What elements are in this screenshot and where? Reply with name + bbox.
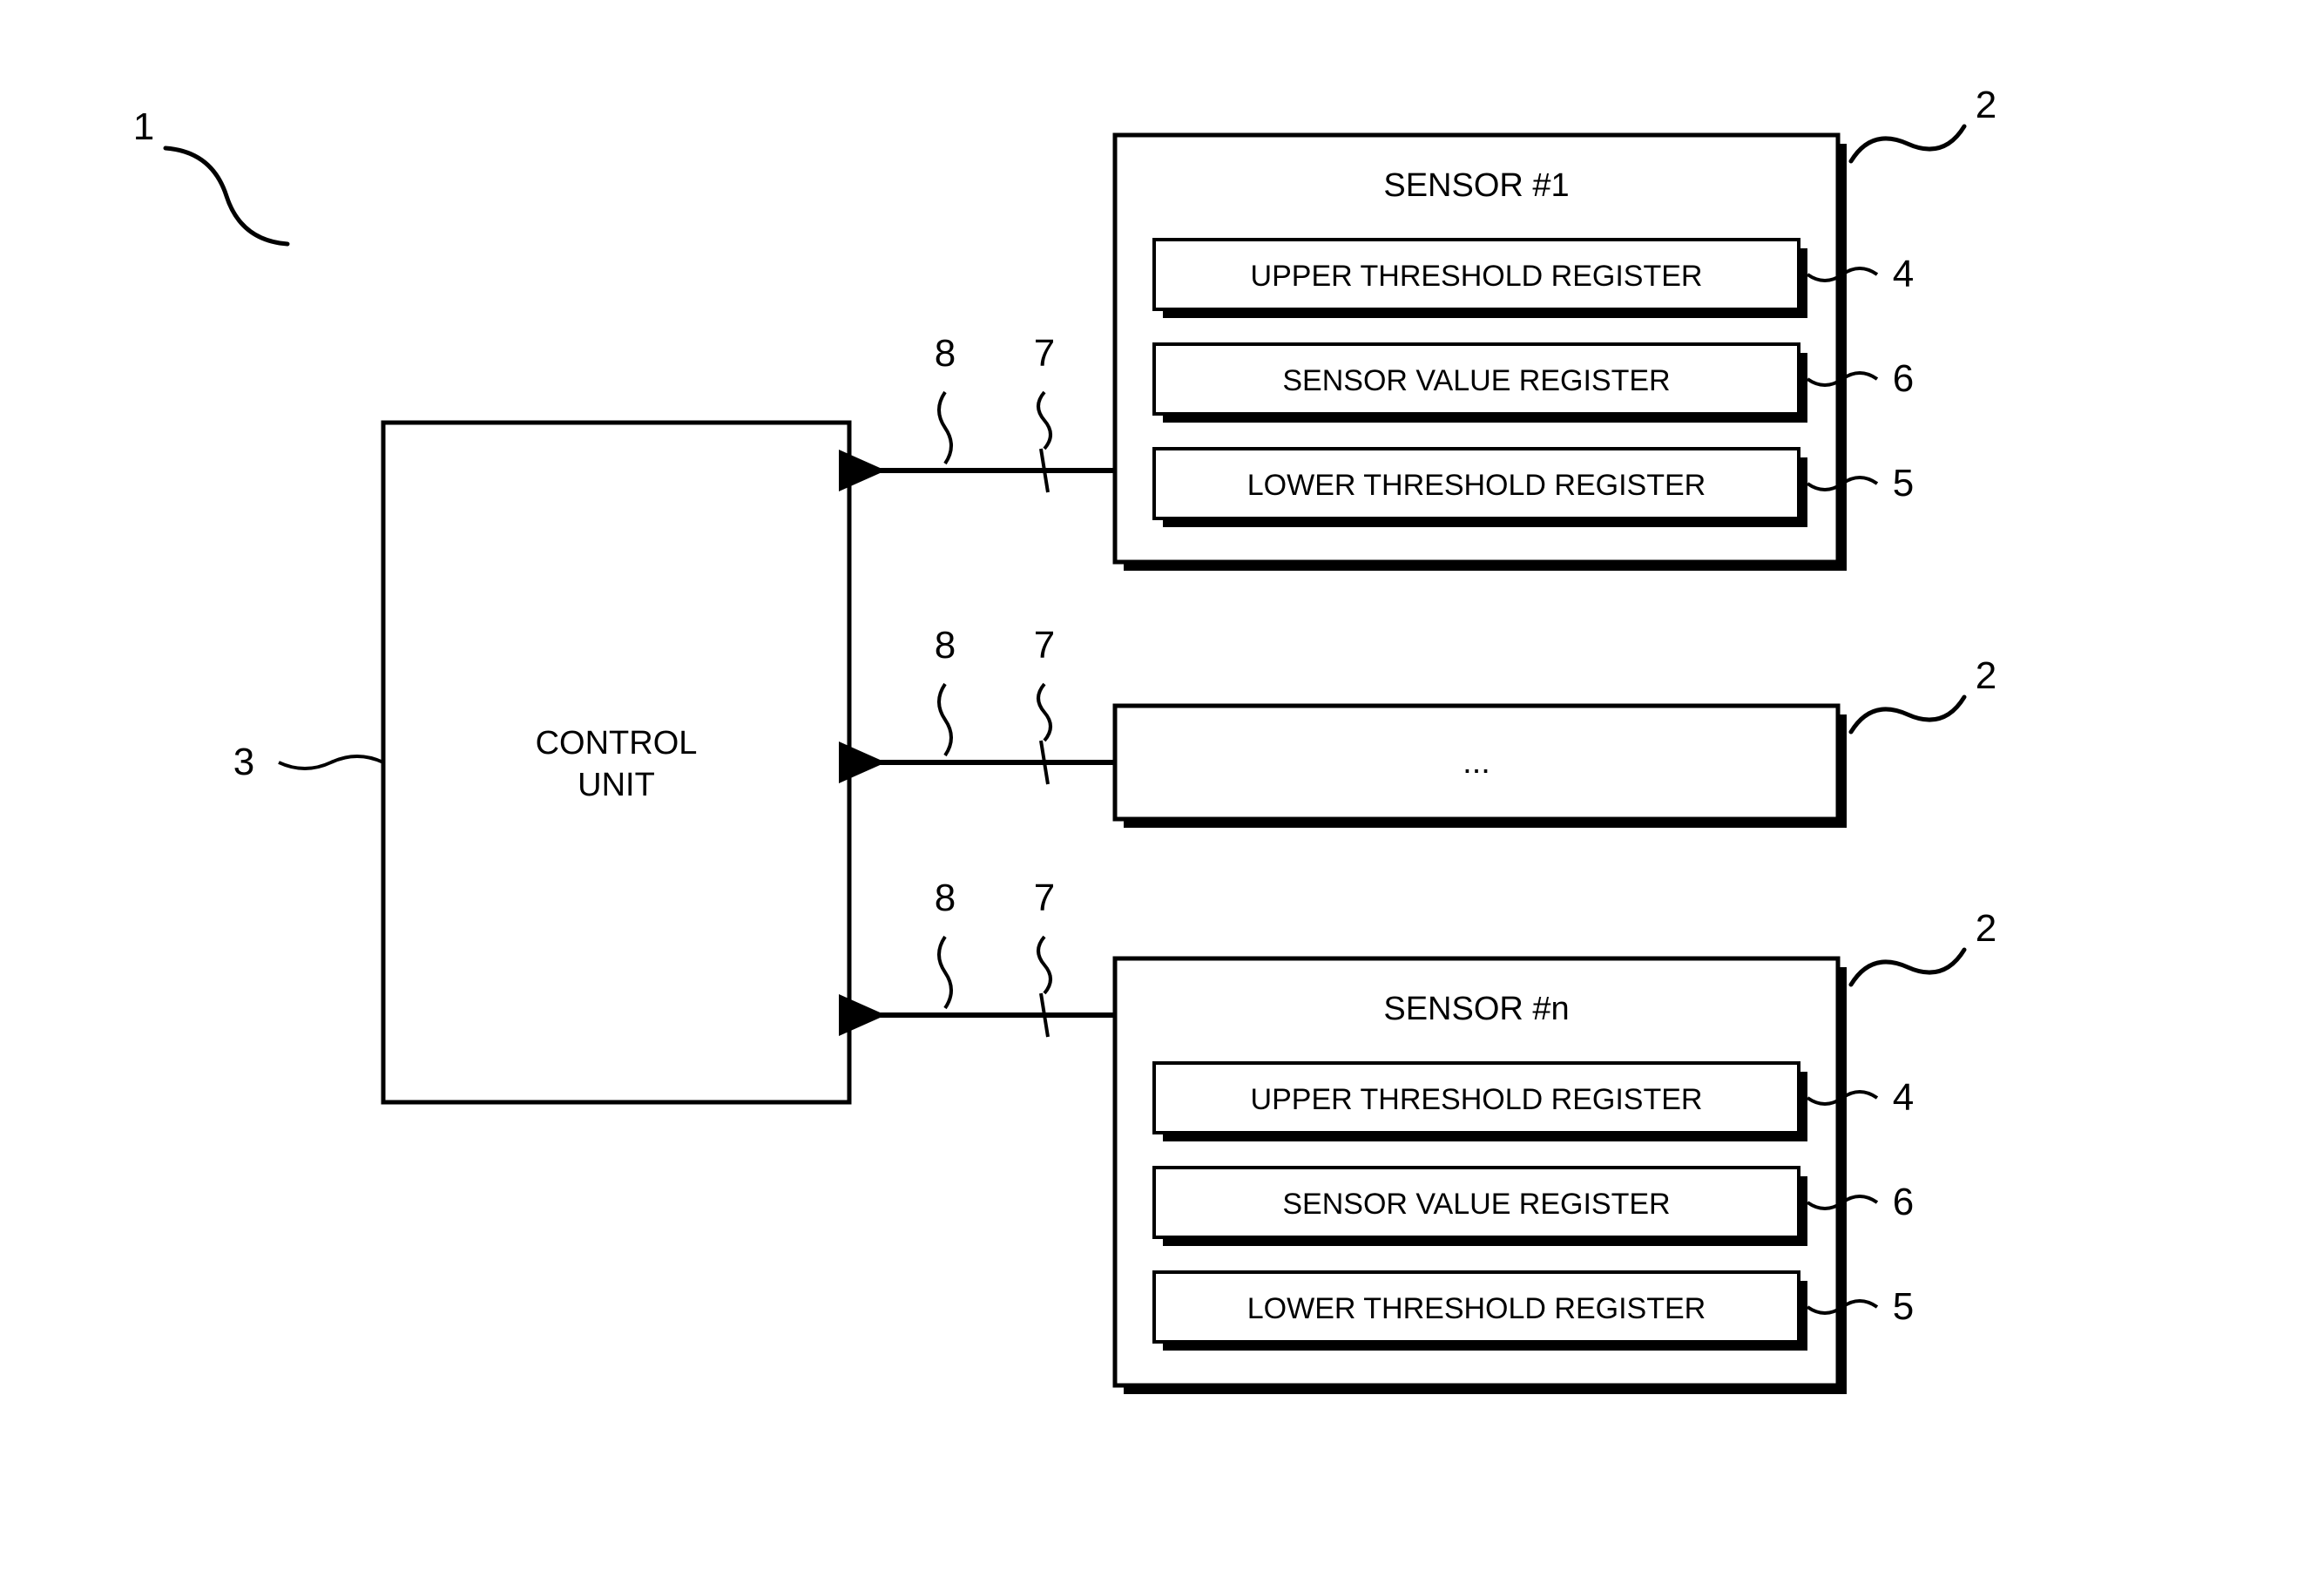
ref-8-2: 8 <box>935 877 956 919</box>
register-label-2-2: LOWER THRESHOLD REGISTER <box>1247 1292 1706 1325</box>
control-unit-block <box>383 423 849 1102</box>
sensor-ellipsis-1: ... <box>1463 744 1490 781</box>
block-diagram: CONTROL UNIT 3 1 SENSOR #1 UPPER THRESHOLD RE… <box>0 0 2324 1571</box>
leader-7-0 <box>1038 392 1051 449</box>
leader-8-2 <box>939 937 951 1008</box>
sensor-title-2: SENSOR #n <box>1383 991 1569 1027</box>
ref-1: 1 <box>133 105 154 148</box>
ref-reg-2-1: 6 <box>1893 1181 1914 1223</box>
leader-8-0 <box>939 392 951 464</box>
leader-7-1 <box>1038 684 1051 741</box>
ref-3: 3 <box>233 741 254 783</box>
ref-2-2: 2 <box>1976 907 1996 950</box>
leader-2-2 <box>1851 950 1964 985</box>
leader-2-1 <box>1851 697 1964 732</box>
ref-8-1: 8 <box>935 624 956 667</box>
ref-2-0: 2 <box>1976 84 1996 126</box>
diagram-root: CONTROL UNIT 3 1 SENSOR #1 UPPER THRESHOLD RE… <box>133 84 1996 1394</box>
ref-7-0: 7 <box>1034 332 1055 375</box>
leader-2-0 <box>1851 126 1964 161</box>
ref-reg-0-1: 6 <box>1893 357 1914 400</box>
ref-8-0: 8 <box>935 332 956 375</box>
register-label-0-1: SENSOR VALUE REGISTER <box>1282 364 1670 397</box>
control-unit-label-2: UNIT <box>578 767 655 803</box>
ref-7-2: 7 <box>1034 877 1055 919</box>
ref-reg-2-2: 5 <box>1893 1285 1914 1328</box>
control-unit-label-1: CONTROL <box>536 725 698 762</box>
ref-reg-0-2: 5 <box>1893 462 1914 504</box>
ref-2-1: 2 <box>1976 654 1996 697</box>
ref-reg-0-0: 4 <box>1893 253 1914 295</box>
ref-reg-2-0: 4 <box>1893 1076 1914 1119</box>
leader-3 <box>279 756 383 769</box>
leader-8-1 <box>939 684 951 755</box>
ref-7-1: 7 <box>1034 624 1055 667</box>
sensor-title-0: SENSOR #1 <box>1383 167 1569 204</box>
register-label-0-0: UPPER THRESHOLD REGISTER <box>1251 260 1703 293</box>
register-label-2-1: SENSOR VALUE REGISTER <box>1282 1188 1670 1221</box>
register-label-0-2: LOWER THRESHOLD REGISTER <box>1247 469 1706 502</box>
register-label-2-0: UPPER THRESHOLD REGISTER <box>1251 1083 1703 1116</box>
leader-7-2 <box>1038 937 1051 993</box>
leader-1 <box>166 148 287 244</box>
